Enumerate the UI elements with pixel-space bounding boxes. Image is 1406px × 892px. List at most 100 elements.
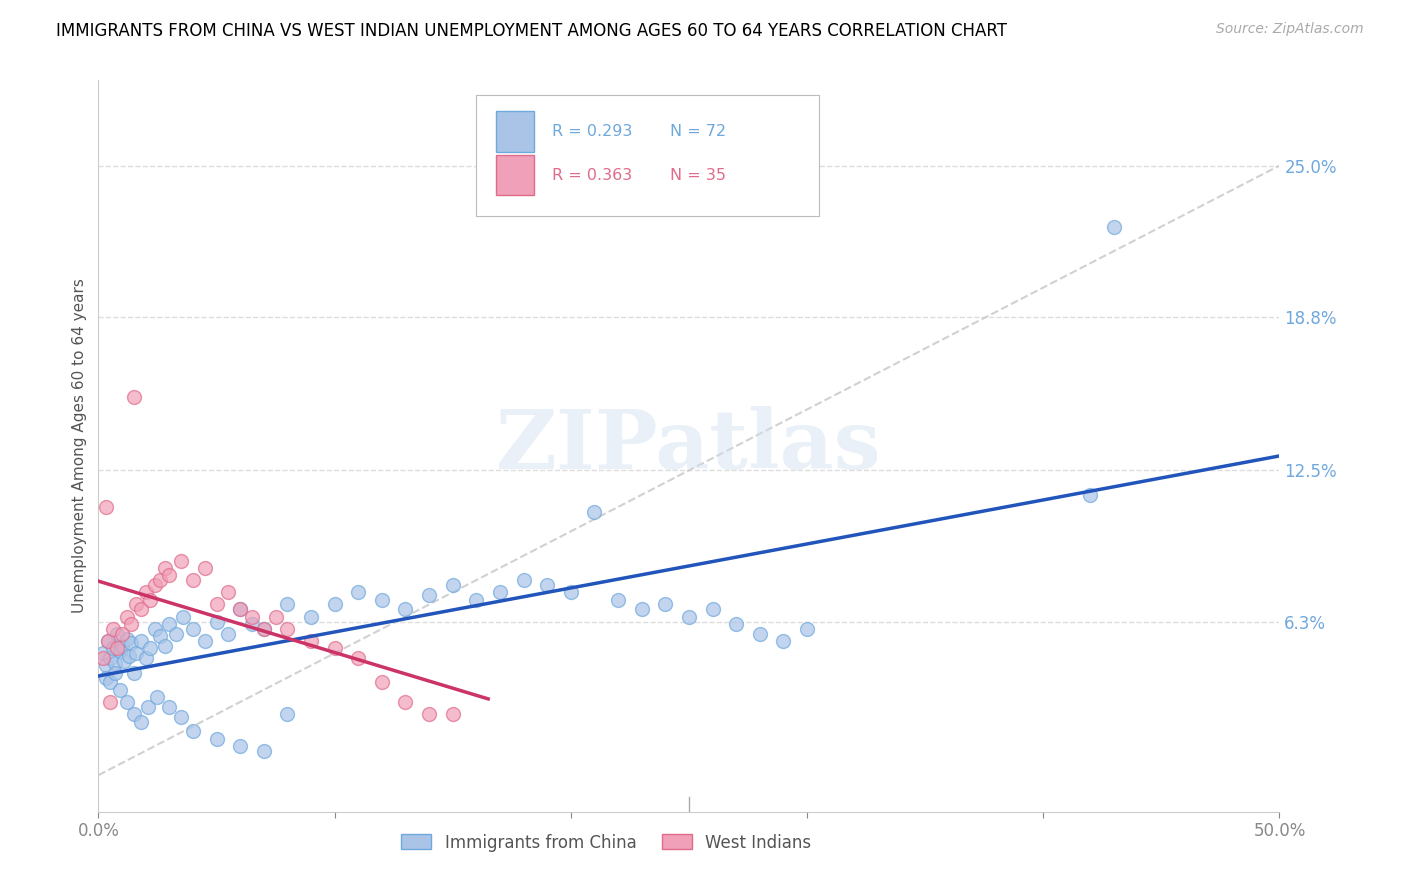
Point	[172, 609, 194, 624]
Point	[122, 665, 145, 680]
Point	[129, 714, 152, 729]
Point	[112, 654, 135, 668]
Point	[253, 622, 276, 636]
Point	[560, 585, 582, 599]
Point	[115, 609, 138, 624]
Point	[105, 641, 128, 656]
Text: R = 0.363: R = 0.363	[553, 168, 633, 183]
Point	[371, 592, 394, 607]
Point	[299, 634, 322, 648]
Point	[276, 707, 298, 722]
Point	[702, 602, 724, 616]
Point	[98, 675, 121, 690]
Point	[194, 561, 217, 575]
Text: ZIPatlas: ZIPatlas	[496, 406, 882, 486]
Point	[94, 671, 117, 685]
Point	[157, 617, 180, 632]
Point	[583, 505, 606, 519]
Point	[101, 622, 124, 636]
Point	[97, 634, 120, 648]
Point	[91, 646, 114, 660]
Point	[194, 634, 217, 648]
Point	[772, 634, 794, 648]
Point	[217, 626, 239, 640]
Point	[205, 731, 228, 746]
Point	[323, 641, 346, 656]
Point	[465, 592, 488, 607]
Point	[181, 573, 204, 587]
Point	[1102, 219, 1125, 234]
Point	[165, 626, 187, 640]
Point	[122, 707, 145, 722]
Text: N = 35: N = 35	[671, 168, 725, 183]
Point	[104, 665, 127, 680]
Point	[229, 602, 252, 616]
Point	[276, 622, 298, 636]
Text: IMMIGRANTS FROM CHINA VS WEST INDIAN UNEMPLOYMENT AMONG AGES 60 TO 64 YEARS CORR: IMMIGRANTS FROM CHINA VS WEST INDIAN UNE…	[56, 22, 1007, 40]
Text: Source: ZipAtlas.com: Source: ZipAtlas.com	[1216, 22, 1364, 37]
Point	[153, 561, 176, 575]
Point	[122, 390, 145, 404]
Point	[299, 609, 322, 624]
Point	[181, 622, 204, 636]
Point	[371, 675, 394, 690]
Point	[264, 609, 287, 624]
Point	[91, 651, 114, 665]
Point	[146, 690, 169, 705]
Point	[394, 602, 416, 616]
Point	[394, 695, 416, 709]
Point	[205, 615, 228, 629]
Point	[98, 695, 121, 709]
Point	[276, 598, 298, 612]
Point	[104, 656, 127, 670]
Point	[149, 573, 172, 587]
Text: N = 72: N = 72	[671, 124, 725, 139]
FancyBboxPatch shape	[496, 112, 534, 152]
Point	[347, 651, 370, 665]
Point	[125, 598, 148, 612]
Point	[157, 699, 180, 714]
Legend: Immigrants from China, West Indians: Immigrants from China, West Indians	[395, 827, 818, 858]
Point	[135, 585, 157, 599]
Point	[97, 634, 120, 648]
Point	[94, 658, 117, 673]
Point	[136, 699, 159, 714]
Point	[654, 598, 676, 612]
Point	[115, 695, 138, 709]
Point	[725, 617, 748, 632]
Point	[139, 641, 162, 656]
Point	[253, 744, 276, 758]
Point	[607, 592, 630, 607]
Point	[121, 636, 143, 650]
Point	[323, 598, 346, 612]
Point	[129, 634, 152, 648]
Text: R = 0.293: R = 0.293	[553, 124, 633, 139]
Point	[418, 707, 440, 722]
Point	[441, 707, 464, 722]
Point	[205, 598, 228, 612]
Point	[441, 578, 464, 592]
Point	[157, 568, 180, 582]
Point	[748, 626, 770, 640]
Point	[536, 578, 558, 592]
FancyBboxPatch shape	[496, 155, 534, 195]
Point	[121, 617, 143, 632]
Y-axis label: Unemployment Among Ages 60 to 64 years: Unemployment Among Ages 60 to 64 years	[72, 278, 87, 614]
Point	[111, 626, 134, 640]
Point	[115, 632, 138, 646]
Point	[149, 629, 172, 643]
Point	[630, 602, 652, 616]
Point	[512, 573, 534, 587]
Point	[135, 651, 157, 665]
Point	[240, 609, 263, 624]
Point	[253, 622, 276, 636]
Point	[98, 651, 121, 665]
Point	[170, 709, 193, 723]
Point	[240, 617, 263, 632]
Point	[125, 646, 148, 660]
Point	[217, 585, 239, 599]
Point	[105, 626, 128, 640]
Point	[108, 644, 131, 658]
Point	[347, 585, 370, 599]
Point	[153, 639, 176, 653]
